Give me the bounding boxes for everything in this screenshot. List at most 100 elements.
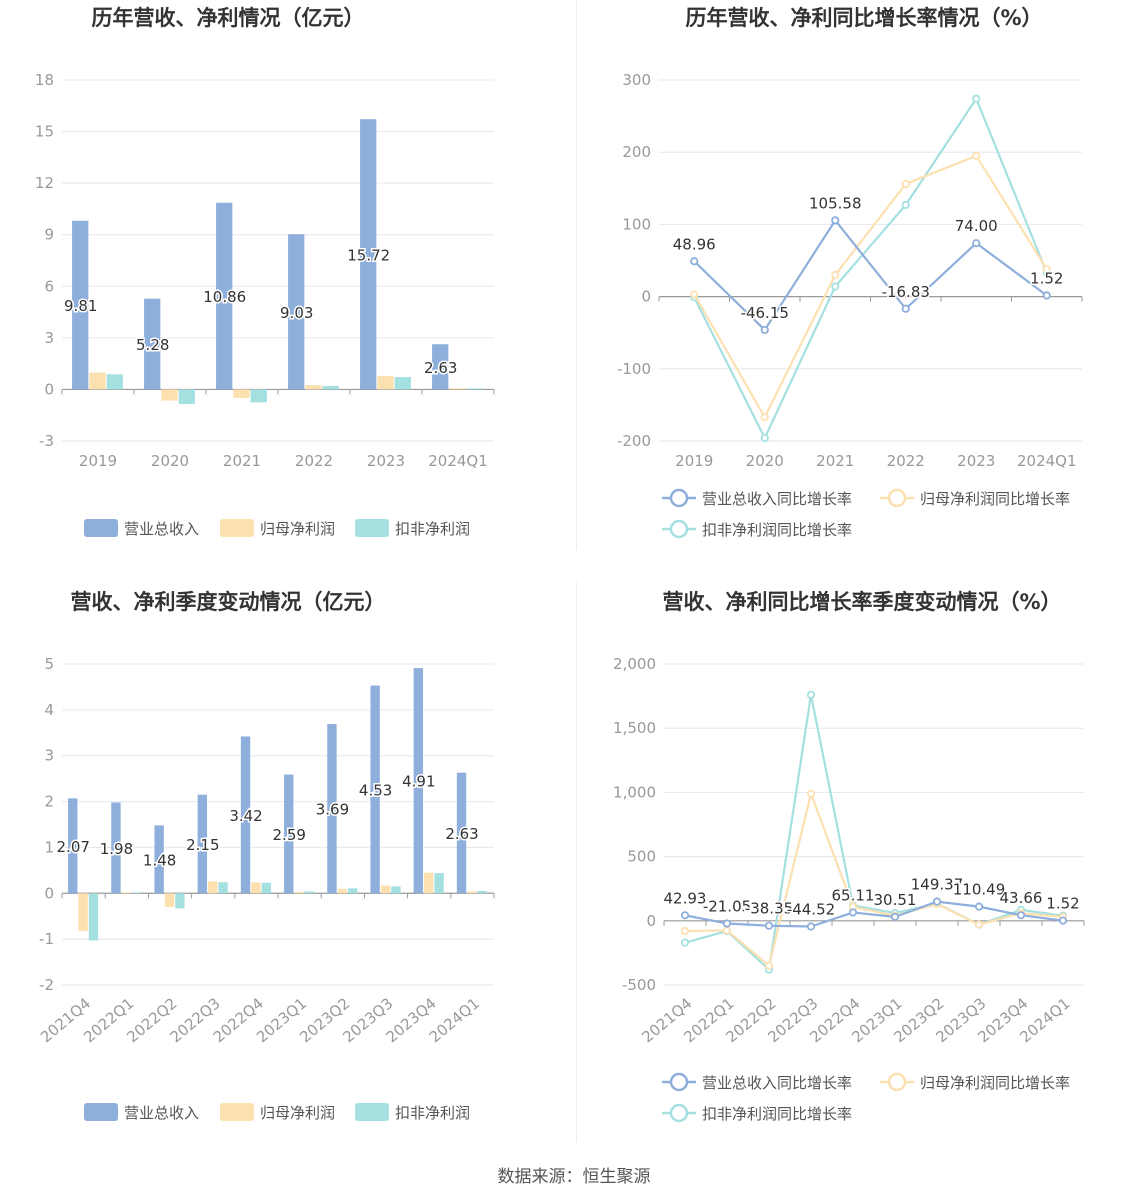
bar-deducted-profit [131, 892, 142, 894]
legend-marker [669, 1072, 689, 1092]
bar-revenue [288, 234, 305, 390]
y-tick-label: 1 [44, 838, 54, 856]
data-point [974, 902, 984, 911]
y-tick-label: 2,000 [613, 655, 656, 673]
y-tick-label: -200 [617, 432, 651, 450]
data-point [690, 257, 699, 266]
data-label: 48.96 [673, 235, 716, 253]
data-label: 2.63 [424, 359, 457, 377]
x-tick-label: 2021 [816, 452, 854, 470]
bar-deducted-profit [322, 385, 339, 390]
data-point [901, 304, 910, 313]
y-tick-label: 3 [44, 329, 54, 347]
legend-swatch [84, 519, 118, 537]
y-tick-label: 0 [646, 912, 656, 930]
series-line-0 [684, 900, 1064, 928]
data-label: 42.93 [664, 889, 707, 907]
data-label: 15.72 [347, 246, 390, 264]
bar-net-profit [424, 872, 434, 894]
bar-net-profit [337, 888, 347, 894]
y-tick-label: 2 [44, 793, 54, 811]
bar-deducted-profit [178, 389, 195, 405]
data-point [932, 897, 942, 906]
legend-marker [887, 1072, 907, 1092]
bar-net-profit [294, 891, 304, 894]
bar-deducted-profit [250, 389, 267, 403]
data-label: 43.66 [1000, 889, 1043, 907]
x-tick-label: 2024Q1 [1017, 452, 1077, 470]
bar-net-profit [89, 372, 106, 390]
data-point [690, 290, 699, 299]
bar-revenue [432, 344, 449, 390]
y-tick-label: 100 [622, 215, 651, 233]
data-label: 2.07 [57, 838, 90, 856]
bar-deducted-profit [394, 377, 411, 390]
data-point [831, 282, 840, 291]
bar-deducted-profit [347, 888, 358, 894]
bar-deducted-profit [466, 388, 483, 390]
bar-revenue [370, 685, 380, 894]
bar-net-profit [164, 893, 175, 908]
chart-title: 营收、净利季度变动情况（亿元） [71, 590, 386, 614]
data-point [806, 789, 816, 798]
bar-deducted-profit [175, 893, 185, 909]
series-line-1 [693, 154, 1048, 420]
chart-title: 历年营收、净利情况（亿元） [92, 6, 365, 30]
data-point [901, 179, 910, 189]
data-label: 149.37 [911, 876, 964, 894]
data-label: 2.63 [445, 825, 478, 843]
x-tick-label: 2022 [887, 452, 925, 470]
bar-revenue [216, 202, 233, 390]
y-tick-label: 4 [44, 701, 54, 719]
bar-deducted-profit [261, 882, 271, 894]
data-point [760, 413, 769, 422]
y-tick-label: 18 [35, 71, 54, 89]
data-label: 105.58 [809, 194, 862, 212]
bar-net-profit [377, 376, 394, 390]
data-source-footer: 数据来源：恒生聚源 [497, 1167, 651, 1187]
data-point [972, 151, 981, 160]
bar-deducted-profit [88, 893, 99, 941]
legend-label: 归母净利润 [260, 1104, 335, 1122]
legend-label: 营业总收入 [124, 1104, 199, 1122]
bar-net-profit [305, 385, 322, 390]
y-tick-label: 9 [44, 226, 54, 244]
data-label: 65.11 [832, 886, 875, 904]
panel-divider-top [576, 0, 577, 550]
annual-growth-rate-svg: 历年营收、净利同比增长率情况（%） -200 -100 0 100 200 300 2019 2… [617, 6, 1083, 539]
quarterly-growth-rate-chart: 营收、净利同比增长率季度变动情况（%） -500 0 500 1,000 1,500 2,0… [574, 584, 1148, 1164]
bar-net-profit [449, 388, 466, 390]
legend-label: 扣非净利润 [395, 1104, 470, 1122]
bar-revenue [68, 798, 78, 894]
bar-deducted-profit [106, 374, 123, 390]
data-point [806, 690, 816, 699]
data-point [972, 94, 981, 103]
y-tick-label: 0 [44, 380, 54, 398]
data-label: 3.42 [229, 807, 262, 825]
y-tick-label: -2 [39, 976, 54, 994]
x-tick-label: 2019 [675, 452, 713, 470]
quarterly-revenue-profit-svg: 营收、净利季度变动情况（亿元）-2-10123452021Q42022Q1202… [37, 590, 495, 1122]
data-label: 110.49 [953, 881, 1006, 899]
data-point [680, 911, 690, 920]
bar-net-profit [161, 389, 178, 401]
bar-revenue [327, 724, 337, 894]
y-tick-label: 5 [44, 655, 54, 673]
legend-swatch [355, 519, 389, 537]
y-tick-label: -500 [622, 976, 656, 994]
bar-net-profit [380, 885, 391, 894]
y-tick-label: 300 [622, 71, 651, 89]
data-point [722, 926, 732, 935]
series-line-2 [684, 694, 1064, 972]
data-label: 2.59 [273, 826, 306, 844]
x-tick-label: 2019 [79, 452, 117, 470]
series-line-0 [693, 218, 1048, 332]
data-label: 1.52 [1046, 895, 1079, 913]
data-point [848, 908, 858, 917]
legend-swatch [220, 519, 254, 537]
data-label: 2.15 [186, 836, 219, 854]
y-tick-label: -100 [617, 360, 651, 378]
data-point [760, 434, 769, 443]
data-point [831, 270, 840, 280]
data-point [760, 325, 769, 335]
